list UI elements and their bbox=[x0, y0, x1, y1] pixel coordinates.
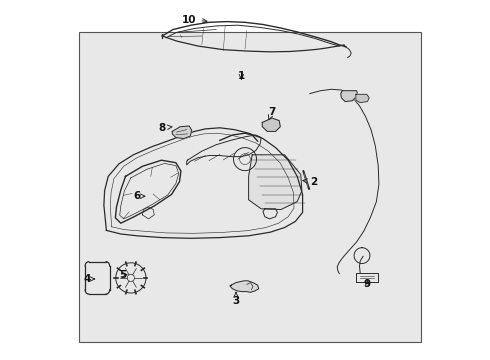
Polygon shape bbox=[262, 118, 280, 131]
Polygon shape bbox=[172, 126, 192, 139]
Text: 4: 4 bbox=[84, 274, 95, 284]
Text: 1: 1 bbox=[238, 71, 245, 81]
Text: 7: 7 bbox=[269, 107, 276, 120]
Text: 5: 5 bbox=[119, 270, 127, 280]
Text: 8: 8 bbox=[159, 123, 172, 133]
Polygon shape bbox=[248, 155, 302, 210]
Text: 2: 2 bbox=[303, 177, 317, 187]
Polygon shape bbox=[230, 281, 259, 292]
Bar bbox=[79, 32, 421, 342]
Text: 3: 3 bbox=[232, 292, 240, 306]
Text: 6: 6 bbox=[133, 191, 145, 201]
Text: 10: 10 bbox=[182, 15, 207, 25]
Text: 9: 9 bbox=[364, 279, 371, 289]
Polygon shape bbox=[356, 94, 369, 103]
Polygon shape bbox=[341, 91, 357, 102]
